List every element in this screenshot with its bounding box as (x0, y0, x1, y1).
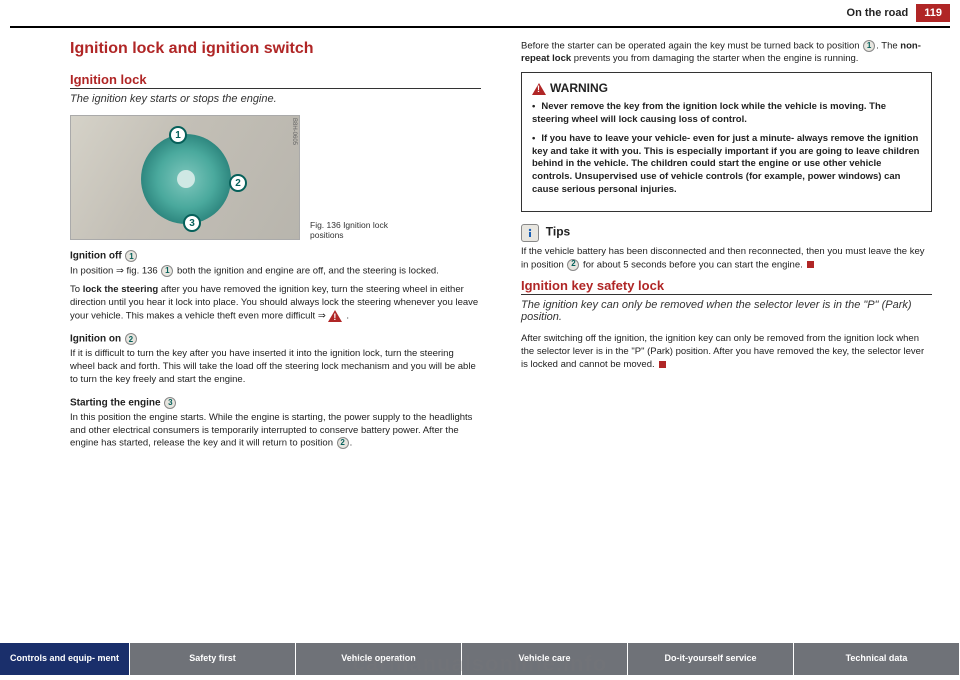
figure-caption: Fig. 136 Ignition lock positions (310, 220, 410, 240)
subtitle-ignition-lock: The ignition key starts or stops the eng… (70, 93, 481, 105)
circle-1-icon: 1 (125, 250, 137, 262)
intro-a: Before the starter can be operated again… (521, 41, 862, 52)
circle-1-right-icon: 1 (863, 40, 875, 52)
h3-ignition-off-text: Ignition off (70, 251, 122, 262)
circle-2-tips-icon: 2 (567, 259, 579, 271)
h3-ignition-on-text: Ignition on (70, 334, 121, 345)
ignition-center (177, 170, 195, 188)
warning-item-1: Never remove the key from the ignition l… (532, 101, 921, 127)
ignition-ring-graphic (141, 134, 231, 224)
info-icon (521, 224, 539, 242)
p5: After switching off the ignition, the ig… (521, 333, 924, 370)
warning-triangle-icon (532, 83, 546, 95)
h3-ignition-off: Ignition off 1 (70, 250, 481, 262)
h3-ignition-on: Ignition on 2 (70, 333, 481, 345)
warning-item-2: If you have to leave your vehicle- even … (532, 133, 921, 197)
warning-triangle-inline-icon (328, 310, 342, 322)
p4b: . (350, 438, 353, 449)
para-safety-lock: After switching off the ignition, the ig… (521, 333, 932, 371)
top-rule (10, 26, 950, 28)
end-square-icon (807, 261, 814, 268)
subheading-ignition-lock: Ignition lock (70, 72, 481, 89)
tips-b: for about 5 seconds before you can start… (580, 259, 805, 270)
footer-tab: Vehicle care (462, 643, 628, 675)
h3-starting-engine: Starting the engine 3 (70, 397, 481, 409)
footer-tab: Technical data (794, 643, 960, 675)
footer-tab: Vehicle operation (296, 643, 462, 675)
p2bold: lock the steering (83, 284, 159, 295)
footer-tab: Safety first (130, 643, 296, 675)
para-lock-steering: To lock the steering after you have remo… (70, 284, 481, 323)
page-header: On the road 119 (847, 4, 950, 22)
para-tips: If the vehicle battery has been disconne… (521, 246, 932, 272)
content: Ignition lock and ignition switch Igniti… (70, 40, 932, 457)
main-heading: Ignition lock and ignition switch (70, 40, 481, 58)
figure-code: B8H-0605 (291, 118, 297, 145)
para-intro-right: Before the starter can be operated again… (521, 40, 932, 66)
circle-2-icon: 2 (125, 333, 137, 345)
warning-title-text: WARNING (550, 81, 608, 95)
p1b: both the ignition and engine are off, an… (174, 266, 438, 277)
footer-tab: Controls and equip- ment (0, 643, 130, 675)
para-ignition-on: If it is difficult to turn the key after… (70, 348, 481, 386)
subheading-safety-lock: Ignition key safety lock (521, 278, 932, 295)
intro-c: prevents you from damaging the starter w… (571, 53, 858, 64)
intro-b: . The (876, 41, 900, 52)
warning-title: WARNING (532, 81, 921, 95)
end-square-icon-2 (659, 361, 666, 368)
p2c: . (346, 310, 349, 321)
warning-list: Never remove the key from the ignition l… (532, 101, 921, 197)
circle-1-inline-icon: 1 (161, 265, 173, 277)
para-ignition-off: In position ⇒ fig. 136 1 both the igniti… (70, 265, 481, 278)
circle-3-icon: 3 (164, 397, 176, 409)
marker-2: 2 (229, 174, 247, 192)
marker-1: 1 (169, 126, 187, 144)
right-column: Before the starter can be operated again… (521, 40, 932, 457)
left-column: Ignition lock and ignition switch Igniti… (70, 40, 481, 457)
ignition-figure: B8H-0605 1 2 3 (70, 115, 300, 240)
page-number-badge: 119 (916, 4, 950, 22)
circle-2-inline-icon: 2 (337, 437, 349, 449)
p4a: In this position the engine starts. Whil… (70, 412, 472, 449)
figure-wrap: B8H-0605 1 2 3 Fig. 136 Ignition lock po… (70, 115, 481, 240)
subtitle-safety-lock: The ignition key can only be removed whe… (521, 299, 932, 323)
p2a: To (70, 284, 83, 295)
h3-starting-text: Starting the engine (70, 397, 161, 408)
footer-tab: Do-it-yourself service (628, 643, 794, 675)
section-title: On the road (847, 7, 909, 19)
warning-box: WARNING Never remove the key from the ig… (521, 72, 932, 212)
tips-heading: Tips (521, 224, 932, 242)
p1a: In position ⇒ fig. 136 (70, 266, 160, 277)
marker-3: 3 (183, 214, 201, 232)
tips-title-text: Tips (546, 224, 570, 238)
footer-tabs: Controls and equip- mentSafety firstVehi… (0, 643, 960, 675)
para-starting-engine: In this position the engine starts. Whil… (70, 412, 481, 451)
